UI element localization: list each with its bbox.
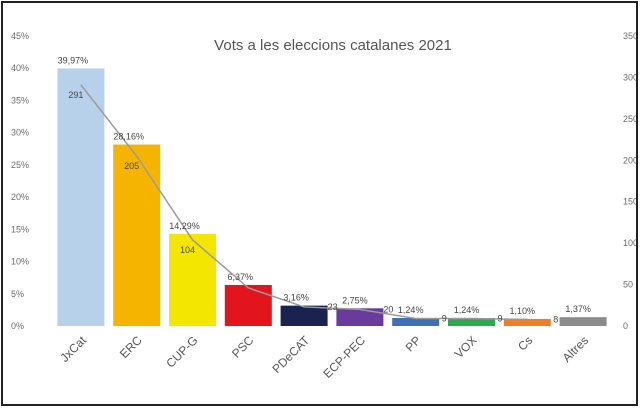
seats-line-path: [80, 84, 528, 321]
category-label: CUP-G: [163, 333, 200, 370]
bar-value-label: 1,37%: [565, 304, 591, 314]
left-tick-label: 0%: [11, 321, 24, 331]
right-tick-label: 150: [623, 197, 636, 207]
category-label: PSC: [229, 333, 257, 361]
category-label: JxCat: [57, 333, 89, 365]
right-axis: 0 50 100 150 200 250 300 350: [623, 31, 636, 331]
bar-value-label: 39,97%: [58, 55, 89, 65]
bar-value-label: 3,16%: [283, 293, 309, 303]
left-tick-label: 40%: [11, 63, 29, 73]
bar: [559, 317, 607, 326]
category-label: PP: [403, 333, 424, 354]
left-tick-label: 45%: [11, 31, 29, 41]
category-label: Altres: [560, 333, 592, 365]
bar: [224, 284, 272, 326]
bar: [448, 318, 495, 326]
bar: [169, 233, 216, 326]
right-tick-label: 50: [623, 280, 633, 290]
chart-title: Vots a les eleccions catalanes 2021: [214, 37, 452, 54]
category-labels: JxCat ERC CUP-G PSC PDeCAT ECP-PEC PP VOX Cs Altr…: [57, 333, 591, 381]
bar: [336, 308, 384, 326]
right-tick-label: 200: [623, 155, 636, 165]
left-tick-label: 35%: [11, 95, 29, 105]
bar-chart: Vots a les eleccions catalanes 2021 0% 5%…: [11, 31, 636, 381]
bars: [57, 68, 607, 326]
bar-value-label: 6,37%: [228, 272, 254, 282]
category-label: Cs: [515, 333, 535, 353]
category-label: ERC: [117, 333, 145, 361]
right-tick-label: 350: [623, 31, 636, 41]
left-tick-label: 10%: [11, 257, 29, 267]
seats-value-label: 9: [442, 314, 447, 324]
bar-value-label: 1,10%: [510, 306, 536, 316]
category-label: PDeCAT: [269, 333, 312, 376]
bar: [113, 144, 161, 326]
right-tick-label: 250: [623, 114, 636, 124]
category-label: ECP-PEC: [320, 333, 368, 381]
bar-value-label: 1,24%: [398, 305, 424, 315]
seats-value-label: 291: [68, 90, 83, 100]
left-axis: 0% 5% 10% 15% 20% 25% 30% 35% 40% 45%: [11, 31, 29, 331]
bar: [392, 318, 440, 326]
bar-value-label: 1,24%: [454, 305, 480, 315]
left-tick-label: 15%: [11, 224, 29, 234]
bar-value-label: 2,75%: [342, 295, 368, 305]
seats-value-label: 8: [553, 314, 558, 324]
right-tick-label: 100: [623, 238, 636, 248]
bar: [57, 68, 105, 326]
data-labels: 39,97% 28,16% 14,29% 6,37% 3,16% 2,75% 1,24% 1,…: [58, 55, 591, 324]
left-tick-label: 20%: [11, 192, 29, 202]
right-tick-label: 300: [623, 72, 636, 82]
category-label: VOX: [452, 333, 480, 361]
right-tick-label: 0: [623, 321, 628, 331]
seats-value-label: 23: [328, 302, 338, 312]
bar: [280, 305, 328, 326]
bar: [503, 318, 551, 326]
seats-value-label: 9: [497, 314, 502, 324]
seats-line: [80, 84, 528, 321]
left-tick-label: 30%: [11, 128, 29, 138]
bar-value-label: 14,29%: [169, 221, 200, 231]
left-tick-label: 25%: [11, 160, 29, 170]
seats-value-label: 205: [124, 161, 139, 171]
bar-value-label: 28,16%: [113, 132, 144, 142]
seats-value-label: 104: [180, 245, 195, 255]
seats-value-label: 20: [383, 304, 393, 314]
left-tick-label: 5%: [11, 289, 24, 299]
